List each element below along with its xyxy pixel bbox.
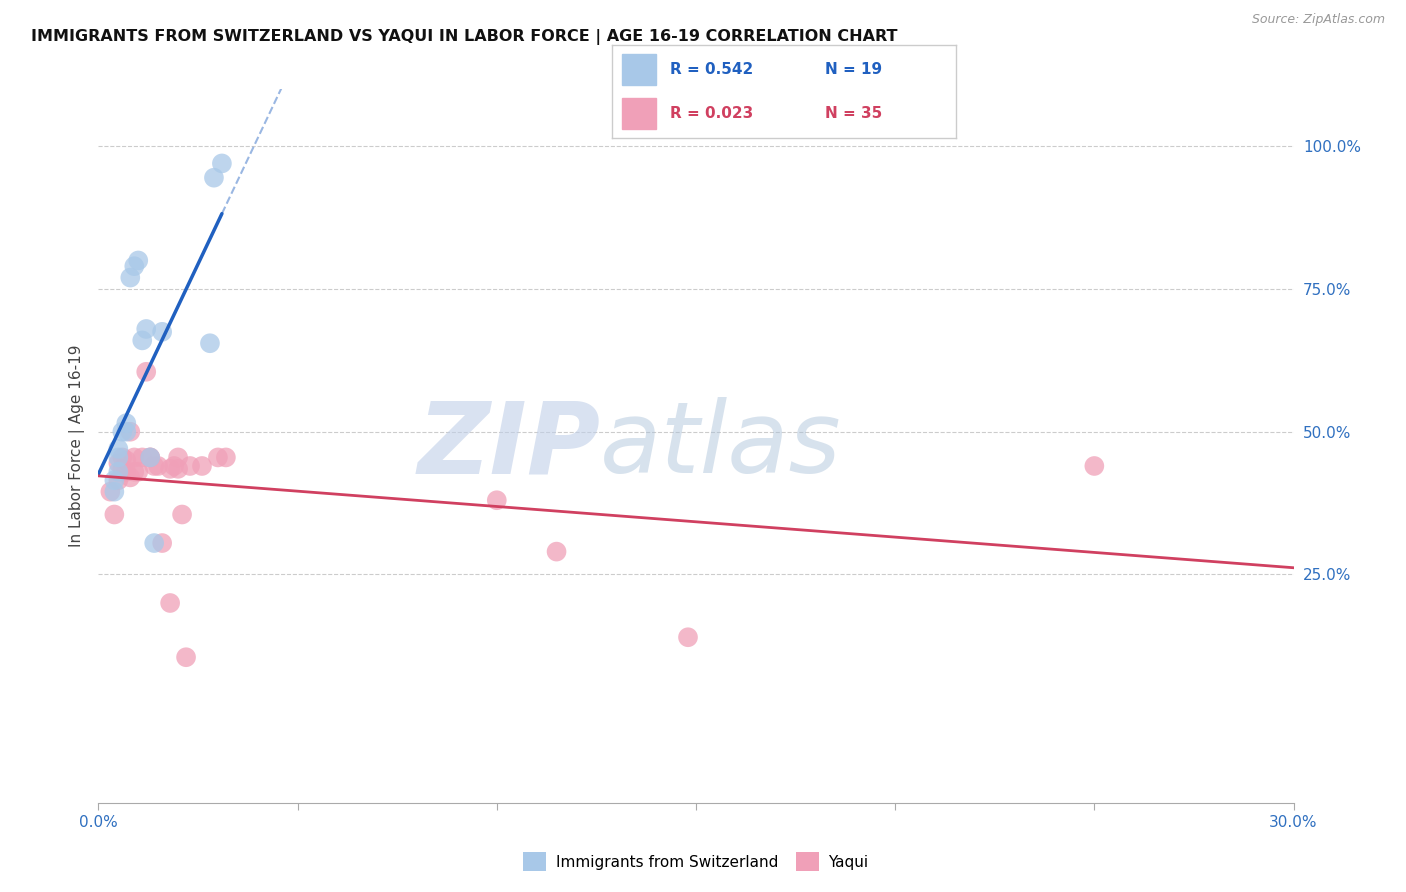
Text: R = 0.023: R = 0.023 (671, 106, 754, 121)
Point (159, 462, 181, 476)
Point (103, 484, 125, 499)
Text: Source: ZipAtlas.com: Source: ZipAtlas.com (1251, 13, 1385, 27)
Text: atlas: atlas (600, 398, 842, 494)
Bar (621, 98, 657, 129)
Text: N = 19: N = 19 (825, 62, 883, 77)
Point (167, 462, 190, 476)
Point (111, 425, 134, 439)
Point (127, 465, 149, 479)
Point (124, 450, 146, 465)
Point (120, 470, 142, 484)
Point (143, 536, 166, 550)
Point (211, 156, 233, 170)
Point (127, 253, 149, 268)
Point (115, 453, 138, 467)
Point (111, 462, 134, 476)
Point (135, 365, 157, 379)
Legend: Immigrants from Switzerland, Yaqui: Immigrants from Switzerland, Yaqui (517, 847, 875, 877)
Point (115, 465, 138, 479)
Point (131, 334, 153, 348)
Point (1083, 458, 1105, 473)
Point (148, 458, 170, 473)
Point (676, 630, 699, 644)
Point (115, 425, 138, 439)
Point (202, 170, 225, 185)
Point (215, 450, 238, 465)
Point (207, 450, 229, 465)
Point (131, 450, 153, 465)
Text: R = 0.542: R = 0.542 (671, 62, 754, 77)
Point (163, 458, 186, 473)
Point (139, 450, 162, 465)
Point (100, 484, 122, 499)
Point (174, 650, 197, 665)
Point (103, 508, 125, 522)
Point (107, 450, 129, 465)
Point (107, 442, 129, 456)
Point (111, 450, 134, 465)
Point (107, 473, 129, 487)
Y-axis label: In Labor Force | Age 16-19: In Labor Force | Age 16-19 (69, 344, 84, 548)
Point (172, 508, 194, 522)
Point (124, 259, 146, 273)
Point (167, 450, 190, 465)
Point (179, 458, 201, 473)
Point (191, 458, 214, 473)
Point (150, 325, 173, 339)
Point (107, 465, 129, 479)
Text: N = 35: N = 35 (825, 106, 883, 121)
Point (546, 544, 568, 558)
Point (120, 270, 142, 285)
Point (139, 450, 162, 465)
Point (124, 465, 146, 479)
Point (107, 456, 129, 470)
Text: ZIP: ZIP (418, 398, 600, 494)
Bar (621, 54, 657, 85)
Point (115, 416, 138, 430)
Point (135, 322, 157, 336)
Point (120, 425, 142, 439)
Point (139, 450, 162, 465)
Point (150, 536, 173, 550)
Point (159, 596, 181, 610)
Point (143, 458, 166, 473)
Text: IMMIGRANTS FROM SWITZERLAND VS YAQUI IN LABOR FORCE | AGE 16-19 CORRELATION CHAR: IMMIGRANTS FROM SWITZERLAND VS YAQUI IN … (31, 29, 897, 45)
Point (198, 336, 221, 351)
Point (103, 473, 125, 487)
Point (485, 493, 508, 508)
